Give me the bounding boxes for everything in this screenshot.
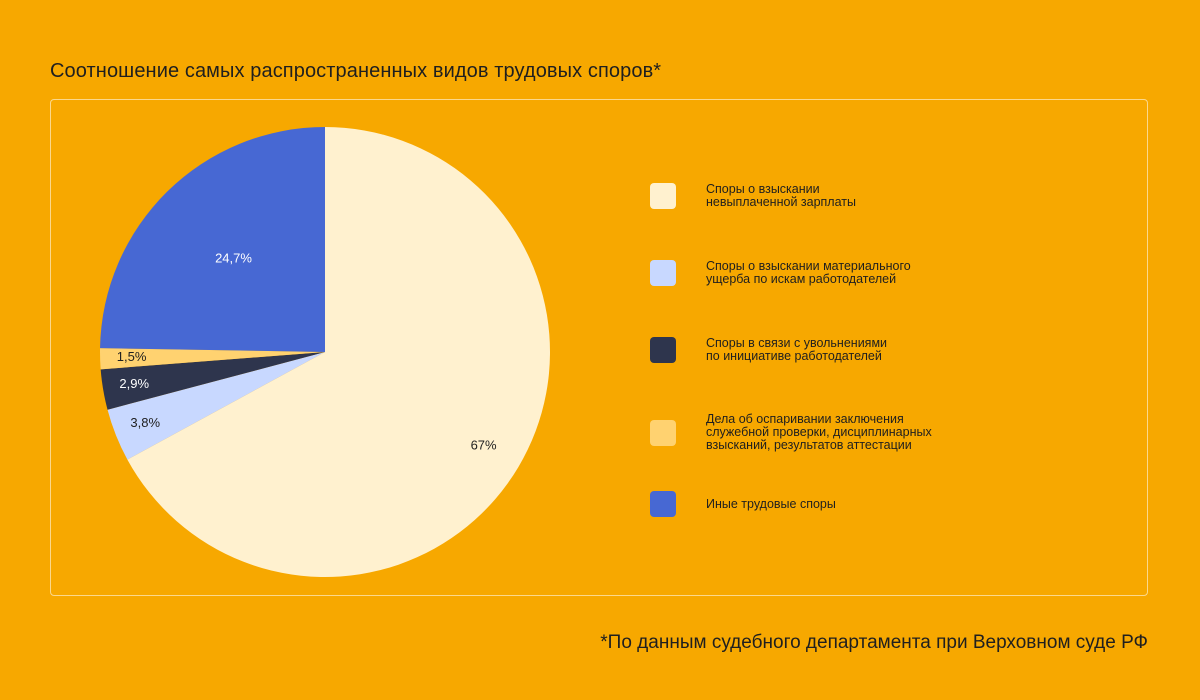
pie-slice-label-1: 67% xyxy=(471,438,497,453)
legend-swatch xyxy=(650,337,676,363)
legend-item-2: Споры о взыскании материального ущерба п… xyxy=(650,260,1010,286)
legend-label: Иные трудовые споры xyxy=(706,496,836,511)
pie-slice-label-3: 2,9% xyxy=(119,376,149,391)
pie-slice-4 xyxy=(99,348,325,370)
legend-label: Дела об оспаривании заключения служебной… xyxy=(706,412,932,452)
legend-label: Споры о взыскании материального ущерба п… xyxy=(706,259,911,286)
pie-slice-label-2: 3,8% xyxy=(130,415,160,430)
legend-item-3: Споры в связи с увольнениями по инициати… xyxy=(650,337,1010,363)
footnote: *По данным судебного департамента при Ве… xyxy=(600,632,1148,653)
legend-swatch xyxy=(650,491,676,517)
pie-slice-label-5: 24,7% xyxy=(215,250,252,265)
legend-label: Споры о взыскании невыплаченной зарплаты xyxy=(706,182,856,209)
chart-title: Соотношение самых распространенных видов… xyxy=(50,60,662,82)
legend-label: Споры в связи с увольнениями по инициати… xyxy=(706,336,888,363)
legend-item-4: Дела об оспаривании заключения служебной… xyxy=(650,413,1010,452)
chart-panel xyxy=(50,99,1148,596)
legend-item-1: Споры о взыскании невыплаченной зарплаты xyxy=(650,183,1010,209)
legend-item-5: Иные трудовые споры xyxy=(650,491,1010,517)
legend-swatch xyxy=(650,419,676,446)
pie-slice-3 xyxy=(100,352,325,410)
pie-slice-5 xyxy=(100,127,325,352)
pie-slice-label-4: 1,5% xyxy=(117,349,147,364)
pie-slice-2 xyxy=(107,352,326,460)
legend-swatch xyxy=(650,260,676,286)
legend-swatch xyxy=(650,183,676,209)
pie-slice-1 xyxy=(127,127,550,577)
